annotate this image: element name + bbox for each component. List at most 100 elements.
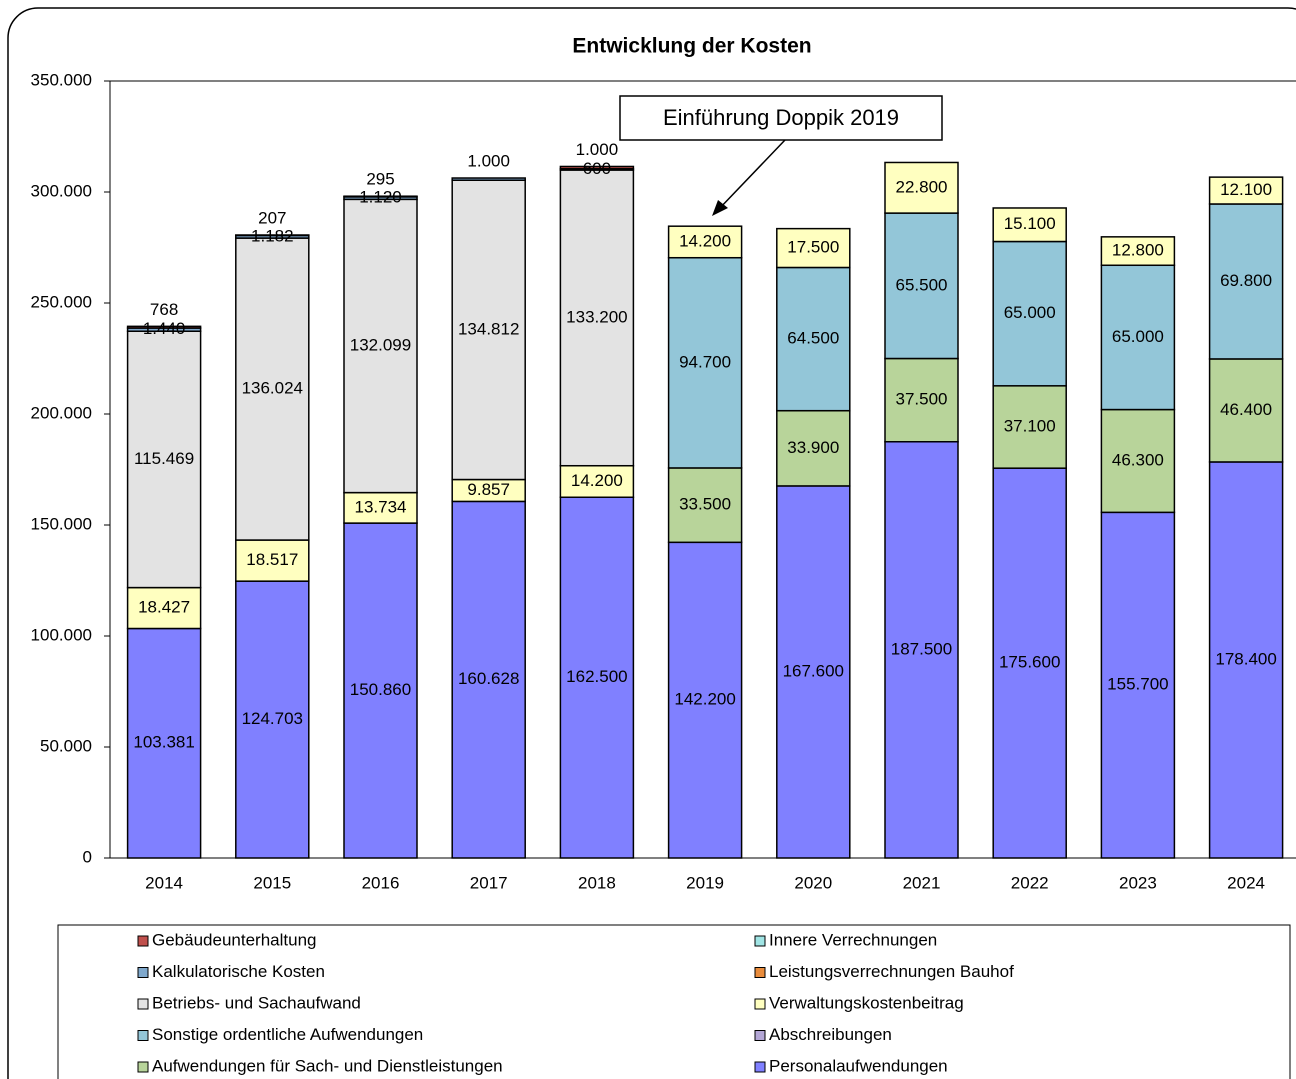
legend-swatch: [754, 998, 766, 1010]
value-label: 115.469: [134, 449, 194, 468]
annotation-text: Einführung Doppik 2019: [663, 105, 899, 130]
legend-swatch: [137, 1030, 149, 1041]
legend-label: Kalkulatorische Kosten: [152, 962, 325, 981]
value-label: 33.500: [679, 495, 731, 514]
annotation-box: [619, 95, 943, 141]
bar-segment: [884, 441, 959, 859]
value-label: 136.024: [242, 379, 303, 398]
bar-segment: [126, 627, 202, 859]
x-tick-label: 2020: [794, 873, 832, 892]
value-label: 150.860: [350, 680, 411, 699]
value-label: 1.000: [467, 152, 510, 171]
y-tick-label: 350.000: [31, 70, 92, 89]
bar-segment: [992, 207, 1067, 243]
chart-title: Entwicklung der Kosten: [572, 35, 811, 58]
value-label: 103.381: [133, 733, 194, 752]
bar-segment: [126, 325, 202, 329]
legend-swatch: [137, 935, 149, 947]
y-tick-label: 0: [83, 847, 92, 866]
value-label: 14.200: [679, 231, 731, 250]
annotation-arrow: [717, 139, 786, 211]
bar-segment: [235, 580, 310, 859]
y-tick-label: 200.000: [31, 403, 92, 422]
value-label: 768: [150, 300, 178, 319]
value-label: 1.440: [143, 319, 186, 338]
bar-segment: [776, 227, 851, 269]
value-label: 94.700: [679, 352, 731, 371]
bar-segment: [776, 485, 851, 859]
value-label: 15.100: [1004, 214, 1056, 233]
value-label: 207: [258, 208, 286, 227]
value-label: 64.500: [787, 329, 839, 348]
x-tick-label: 2023: [1119, 873, 1157, 892]
legend-label: Gebäudeunterhaltung: [152, 930, 316, 949]
bar-segment: [1208, 461, 1284, 859]
legend-label: Personalaufwendungen: [769, 1056, 948, 1075]
legend-swatch: [137, 998, 149, 1010]
annotation: Einführung Doppik 2019: [619, 95, 943, 216]
value-label: 600: [583, 159, 611, 178]
bar-segment: [992, 240, 1067, 387]
value-label: 65.000: [1112, 327, 1164, 346]
x-tick-label: 2024: [1227, 873, 1265, 892]
legend-swatch: [754, 1030, 766, 1041]
legend-label: Leistungsverrechnungen Bauhof: [769, 962, 1014, 981]
bar-segment: [776, 266, 851, 412]
bar-segment: [126, 586, 202, 630]
bar-segment: [667, 225, 743, 259]
bar-segment: [1208, 176, 1284, 205]
value-label: 22.800: [896, 177, 948, 196]
value-label: 33.900: [787, 438, 839, 457]
value-label: 132.099: [350, 335, 411, 354]
bar-segment: [1100, 236, 1176, 267]
legend-label: Sonstige ordentliche Aufwendungen: [152, 1025, 423, 1044]
bar-segment: [884, 161, 959, 214]
bar-segment: [559, 165, 635, 170]
bar-segment: [343, 522, 418, 859]
legend-swatch: [137, 967, 149, 978]
value-label: 13.734: [355, 497, 407, 516]
value-label: 46.300: [1112, 450, 1164, 469]
x-tick-label: 2019: [686, 873, 724, 892]
bar-segment: [126, 330, 202, 589]
legend-swatch: [137, 1061, 149, 1073]
bar-segment: [1100, 264, 1176, 411]
bar-segment: [235, 539, 310, 582]
legend-swatch: [754, 935, 766, 947]
y-tick-label: 250.000: [31, 292, 92, 311]
value-label: 155.700: [1107, 675, 1168, 694]
value-label: 295: [366, 170, 394, 189]
bar-segment: [1100, 408, 1176, 514]
value-label: 18.427: [138, 598, 190, 617]
value-label: 1.000: [576, 140, 619, 159]
y-tick-label: 50.000: [40, 736, 92, 755]
legend-label: Innere Verrechnungen: [769, 930, 937, 949]
value-label: 18.517: [246, 550, 298, 569]
bar-segment: [667, 541, 743, 859]
value-label: 160.628: [458, 669, 519, 688]
bar-segment: [343, 195, 418, 198]
value-label: 17.500: [787, 238, 839, 257]
y-tick-label: 300.000: [31, 181, 92, 200]
value-label: 142.200: [674, 690, 735, 709]
value-label: 69.800: [1220, 271, 1272, 290]
value-label: 14.200: [571, 471, 623, 490]
y-tick-label: 100.000: [31, 625, 92, 644]
value-label: 65.000: [1004, 303, 1056, 322]
bar-segment: [667, 467, 743, 544]
value-label: 187.500: [891, 639, 952, 658]
bar-segment: [776, 409, 851, 487]
x-tick-label: 2021: [903, 873, 941, 892]
value-label: 37.500: [896, 390, 948, 409]
value-label: 9.857: [467, 480, 510, 499]
arrow-head: [712, 200, 728, 216]
bar-segment: [1208, 203, 1284, 360]
value-label: 124.703: [242, 709, 303, 728]
x-tick-label: 2015: [253, 873, 291, 892]
value-label: 1.120: [359, 188, 402, 207]
x-tick-label: 2016: [362, 873, 400, 892]
value-label: 46.400: [1220, 400, 1272, 419]
value-label: 175.600: [999, 653, 1060, 672]
